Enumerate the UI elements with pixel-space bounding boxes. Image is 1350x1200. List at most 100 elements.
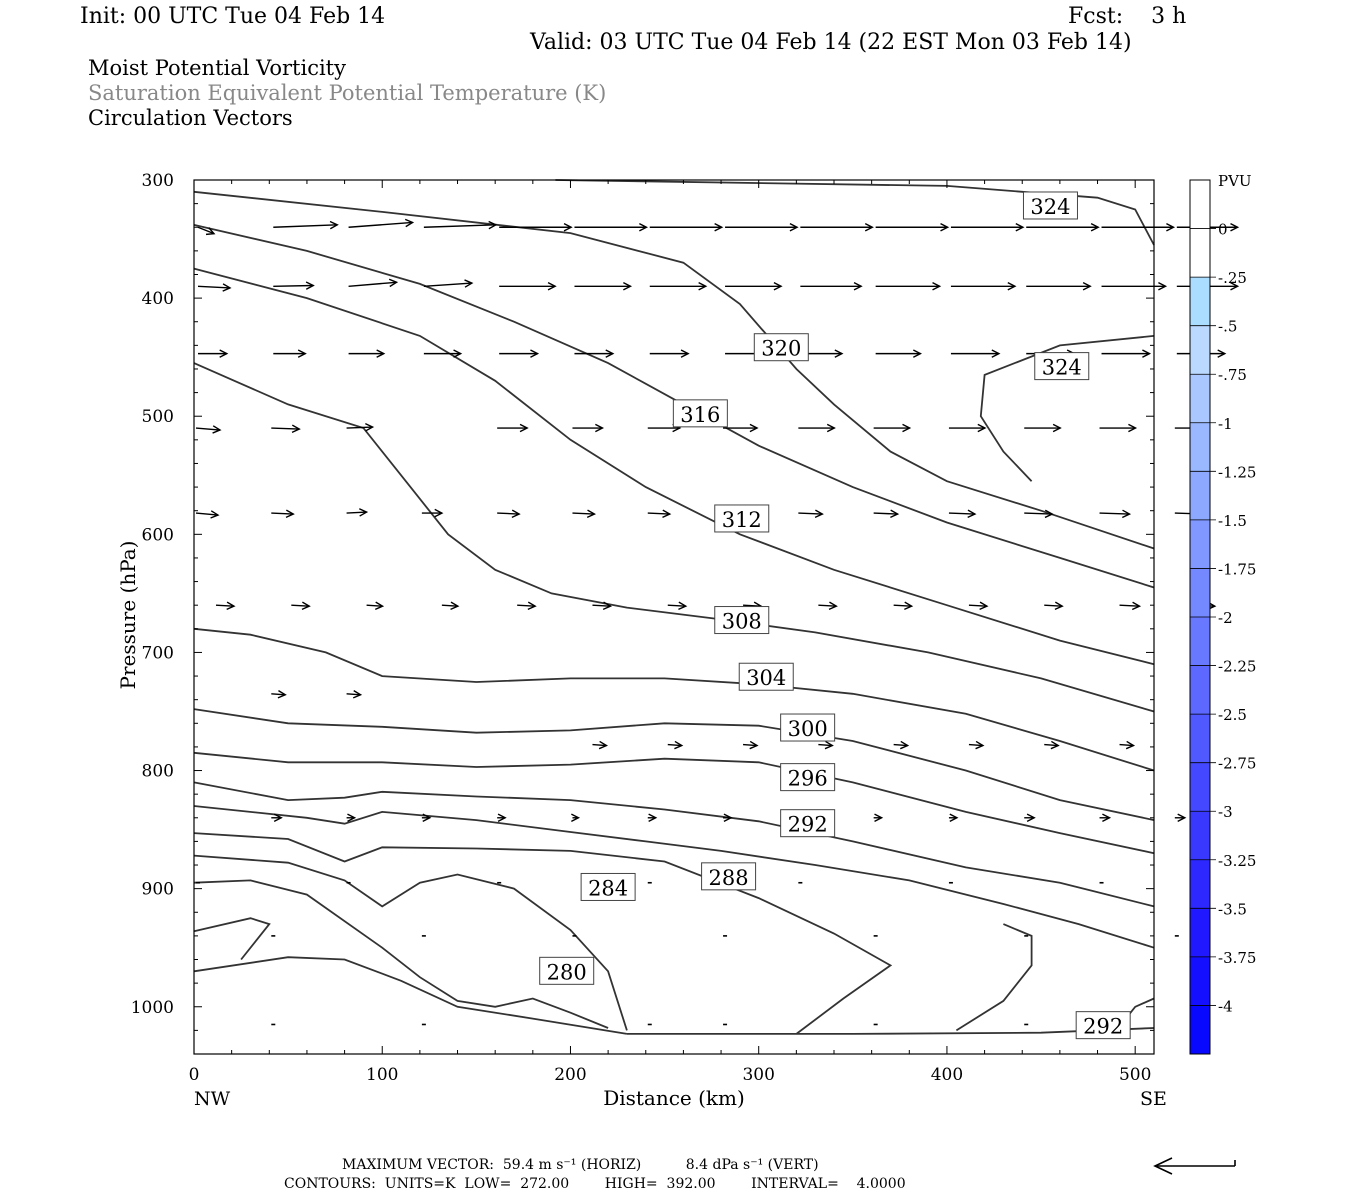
contour-label-11: 284 xyxy=(580,872,636,901)
y-tick-label-600: 600 xyxy=(142,525,174,545)
colorbar-label-2: -.5 xyxy=(1218,318,1237,336)
axes-layer: 300 400 500 600 700 800 900 1000 0 100 200 300 400 50… xyxy=(131,171,1154,1085)
vector-low1-4 xyxy=(497,509,521,519)
field-title-theta-es: Saturation Equivalent Potential Temperat… xyxy=(88,81,607,105)
y-axis-title: Pressure (hPa) xyxy=(116,541,140,690)
svg-text:316: 316 xyxy=(680,403,720,427)
contour-280-17 xyxy=(193,956,628,1035)
colorbar-swatch-5 xyxy=(1190,422,1210,472)
colorbar-swatch-16 xyxy=(1190,956,1210,1006)
colorbar-label-11: -2.75 xyxy=(1218,755,1256,773)
colorbar-swatch-8 xyxy=(1190,568,1210,618)
plot-frame xyxy=(193,179,1155,1055)
vector-low5-7 xyxy=(723,813,733,823)
vector-low2-0 xyxy=(215,601,236,611)
contour-308-5 xyxy=(193,627,1155,772)
vector-low5-13 xyxy=(1174,813,1187,823)
contour-324-1 xyxy=(193,190,1155,550)
vector-low4-10 xyxy=(968,740,985,750)
contour-layer xyxy=(193,179,1155,1035)
colorbar-swatch-17 xyxy=(1190,1005,1210,1055)
colorbar-swatch-7 xyxy=(1190,519,1210,569)
y-tick-label-700: 700 xyxy=(142,643,174,663)
vector-low4-7 xyxy=(743,740,759,750)
vector-low1-10 xyxy=(948,509,977,519)
vector-row0-7 xyxy=(725,222,799,232)
colorbar-label-6: -1.5 xyxy=(1218,512,1247,530)
vector-row0-10 xyxy=(950,222,1025,232)
svg-text:296: 296 xyxy=(788,767,828,791)
contour-info-note: CONTOURS: UNITS=K LOW= 272.00 HIGH= 392.… xyxy=(284,1176,906,1192)
vector-low0-11 xyxy=(1024,423,1062,433)
vector-low0-1 xyxy=(271,424,301,434)
colorbar-label-5: -1.25 xyxy=(1218,463,1256,481)
colorbar-label-1: -.25 xyxy=(1218,269,1247,287)
y-tick-label-800: 800 xyxy=(142,762,174,782)
contour-label-13: 292 xyxy=(1075,1011,1131,1040)
vector-row1-6 xyxy=(649,282,708,291)
vector-low1-3 xyxy=(421,508,444,518)
vector-low5-9 xyxy=(873,813,884,823)
contour-324-15 xyxy=(979,335,1155,482)
contour-304-6 xyxy=(193,708,1155,821)
vector-row0-11 xyxy=(1026,222,1100,232)
svg-text:312: 312 xyxy=(722,508,762,532)
vector-low1-11 xyxy=(1024,509,1054,519)
vector-row2-1 xyxy=(273,349,307,358)
svg-text:292: 292 xyxy=(1083,1015,1123,1039)
vector-low3-2 xyxy=(346,690,363,699)
vector-low2-3 xyxy=(441,601,460,611)
contour-296-8 xyxy=(193,781,1155,908)
vector-low1-9 xyxy=(873,509,900,519)
contour-280-13 xyxy=(193,917,271,961)
vector-low5-11 xyxy=(1024,813,1036,823)
colorbar-swatch-15 xyxy=(1190,908,1210,958)
colorbar-label-14: -3.5 xyxy=(1218,900,1247,918)
colorbar-swatch-0 xyxy=(1190,180,1210,230)
colorbar-label-7: -1.75 xyxy=(1218,560,1256,578)
vector-row1-8 xyxy=(800,282,863,291)
vector-row2-0 xyxy=(198,349,229,358)
vector-row1-11 xyxy=(1026,282,1092,291)
vector-low4-8 xyxy=(818,740,834,750)
vector-row0-9 xyxy=(875,222,950,232)
contour-288-10 xyxy=(193,832,893,1035)
vector-low5-4 xyxy=(497,813,507,823)
vector-row1-10 xyxy=(950,282,1017,291)
forecast-hour: Fcst: 3 h xyxy=(1068,4,1187,29)
vector-low4-5 xyxy=(592,740,609,750)
vector-row2-6 xyxy=(649,349,690,358)
colorbar-label-8: -2 xyxy=(1218,609,1233,627)
vector-row2-12 xyxy=(1101,349,1152,358)
vector-low0-8 xyxy=(798,423,836,433)
vector-row1-12 xyxy=(1101,282,1168,291)
pv-colorbar: 0 -.25 -.5 -.75 -1 -1.25 -1.5 -1.75 -2 -2.25 -2.5 -… xyxy=(1189,179,1256,1055)
vector-low3-1 xyxy=(271,690,287,699)
contour-292-18 xyxy=(626,1027,1155,1035)
vector-low2-4 xyxy=(517,601,537,611)
vector-row2-2 xyxy=(348,349,386,358)
colorbar-swatch-4 xyxy=(1190,374,1210,424)
x-axis-title: Distance (km) xyxy=(603,1086,745,1110)
vector-row2-3 xyxy=(423,349,463,358)
vector-row0-0 xyxy=(197,226,216,236)
x-tick-label-300: 300 xyxy=(742,1065,774,1085)
vector-row1-1 xyxy=(273,281,315,290)
vector-row2-10 xyxy=(950,349,1001,358)
vector-low2-10 xyxy=(968,601,989,611)
y-tick-label-400: 400 xyxy=(142,289,174,309)
vector-low4-11 xyxy=(1044,740,1060,750)
vector-row1-9 xyxy=(875,282,942,291)
vector-row0-12 xyxy=(1101,222,1176,232)
colorbar-swatch-13 xyxy=(1190,811,1210,861)
vector-low0-2 xyxy=(346,423,375,432)
svg-text:304: 304 xyxy=(746,666,786,690)
vector-low0-0 xyxy=(195,425,222,434)
contour-label-9: 292 xyxy=(780,809,836,838)
vector-low5-6 xyxy=(647,813,658,823)
vector-low5-10 xyxy=(948,813,959,823)
vector-low5-12 xyxy=(1099,813,1112,823)
vector-row1-2 xyxy=(348,278,399,288)
vector-row2-5 xyxy=(574,349,615,358)
